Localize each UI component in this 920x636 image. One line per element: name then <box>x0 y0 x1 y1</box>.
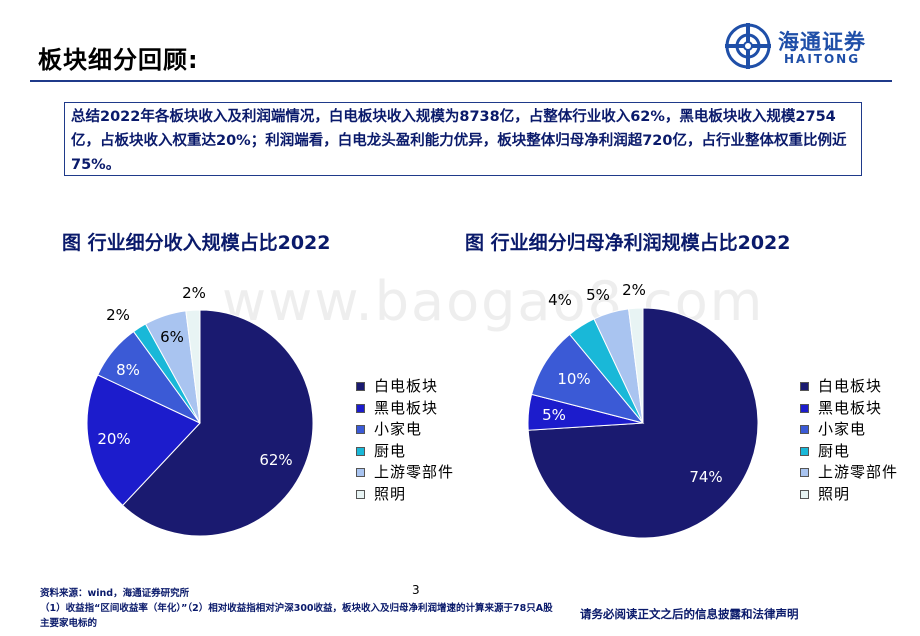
data-label-revenue-4: 6% <box>160 328 184 346</box>
chart-title-profit: 图 行业细分归母净利润规模占比2022 <box>465 232 791 254</box>
legend-label: 白电板块 <box>374 377 439 395</box>
legend-swatch <box>800 382 809 391</box>
footnote: （1）收益指“区间收益率（年化）”（2）相对收益指相对沪深300收益，板块收入及… <box>40 603 553 629</box>
legend-label: 黑电板块 <box>374 398 439 417</box>
data-label-revenue-5: 2% <box>182 284 206 302</box>
data-label-profit-4: 5% <box>586 286 610 304</box>
source-note: 资料来源：wind，海通证券研究所 <box>40 588 190 599</box>
pie-slice-revenue-1 <box>86 374 201 507</box>
pie-slice-revenue-0 <box>121 309 314 537</box>
legend-label: 照明 <box>374 484 407 503</box>
legend-label: 上游零部件 <box>818 463 899 481</box>
legend-swatch <box>800 425 809 434</box>
page-title: 板块细分回顾: <box>38 46 199 74</box>
legend-swatch <box>356 403 365 413</box>
data-label-profit-5: 2% <box>622 281 646 299</box>
pie-slice-revenue-5 <box>185 309 201 424</box>
legend-swatch <box>800 446 809 456</box>
disclaimer: 请务必阅读正文之后的信息披露和法律声明 <box>580 607 799 621</box>
data-label-profit-1: 5% <box>542 406 566 424</box>
legend-swatch <box>356 489 365 499</box>
pie-slice-profit-2 <box>531 333 645 424</box>
pie-slice-profit-5 <box>628 307 644 424</box>
legend-label: 厨电 <box>374 441 407 460</box>
data-label-revenue-3: 2% <box>106 306 130 324</box>
legend-swatch <box>356 446 365 456</box>
legend-label: 厨电 <box>818 441 851 460</box>
data-label-profit-3: 4% <box>548 291 572 309</box>
data-label-revenue-0: 62% <box>259 451 292 469</box>
brand-name-cn: 海通证券 <box>778 30 866 54</box>
data-label-revenue-1: 20% <box>97 430 130 448</box>
summary-box: 总结2022年各板块收入及利润端情况，白电板块收入规模为8738亿，占整体行业收… <box>64 102 862 176</box>
brand-name-en: HAITONG <box>784 52 861 66</box>
legend-label: 小家电 <box>818 420 867 438</box>
data-label-profit-2: 10% <box>557 370 590 388</box>
chart-title-revenue: 图 行业细分收入规模占比2022 <box>62 232 331 254</box>
legend-label: 照明 <box>818 484 851 503</box>
data-label-profit-0: 74% <box>689 468 722 486</box>
haitong-emblem-icon <box>725 23 771 69</box>
legend-swatch <box>356 468 365 477</box>
title-divider <box>30 80 892 82</box>
legend-swatch <box>356 382 365 391</box>
legend-swatch <box>800 489 809 499</box>
legend-label: 上游零部件 <box>374 463 455 481</box>
page-number: 3 <box>412 583 420 597</box>
legend-label: 黑电板块 <box>818 398 883 417</box>
haitong-logo: 海通证券 HAITONG <box>722 20 890 72</box>
data-label-revenue-2: 8% <box>116 361 140 379</box>
legend-label: 小家电 <box>374 420 423 438</box>
legend-swatch <box>800 468 809 477</box>
legend-swatch <box>356 425 365 434</box>
legend-swatch <box>800 403 809 413</box>
legend-label: 白电板块 <box>818 377 883 395</box>
